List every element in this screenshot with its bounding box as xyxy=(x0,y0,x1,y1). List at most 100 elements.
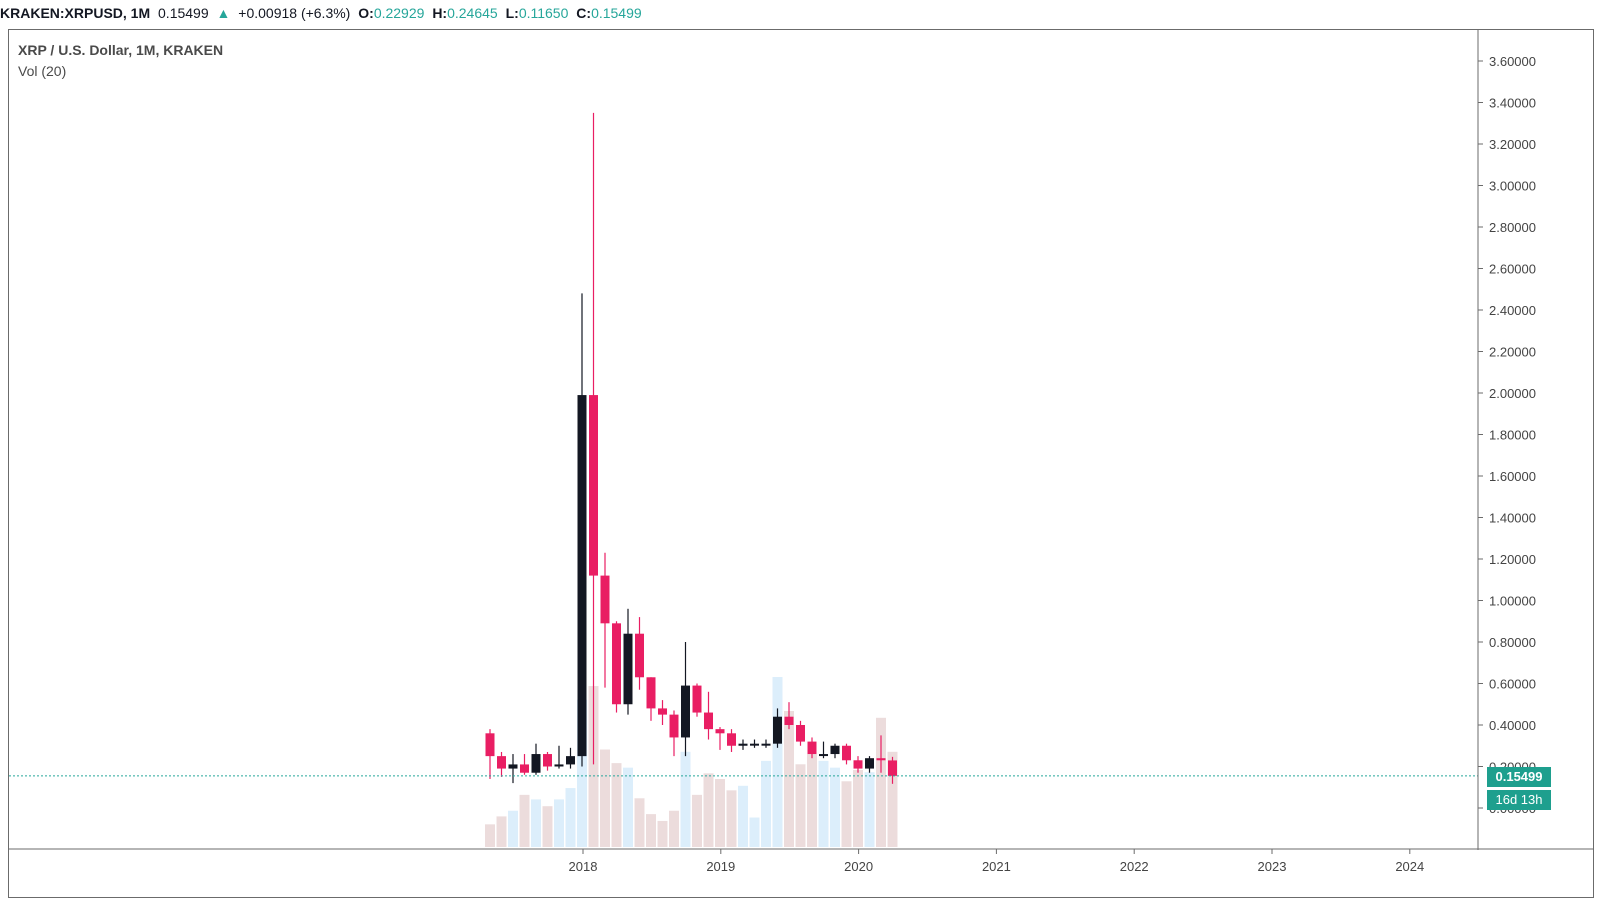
candle-body xyxy=(554,764,564,767)
x-tick-label: 2024 xyxy=(1395,859,1424,874)
candle-body xyxy=(715,729,725,734)
candle-body xyxy=(761,743,771,746)
volume-bar xyxy=(519,794,530,847)
chart-frame[interactable] xyxy=(8,29,1594,898)
x-tick-label: 2018 xyxy=(569,859,598,874)
candle-body xyxy=(853,760,863,769)
up-triangle-icon: ▲ xyxy=(216,5,231,21)
y-tick-label: 2.20000 xyxy=(1489,345,1536,360)
y-tick-label: 1.40000 xyxy=(1489,511,1536,526)
volume-bar xyxy=(588,686,599,847)
candle-body xyxy=(646,677,656,709)
volume-bar xyxy=(692,794,702,847)
candle-body xyxy=(796,725,805,742)
candle-body xyxy=(727,733,736,746)
price-change: +0.00918 (+6.3%) xyxy=(238,5,351,21)
high-label: H: xyxy=(432,5,448,21)
volume-bar xyxy=(807,754,817,847)
volume-bar xyxy=(623,767,633,847)
candle-body xyxy=(773,716,782,744)
candle-body xyxy=(566,756,575,765)
candle-body xyxy=(520,764,529,773)
low-value: 0.11650 xyxy=(518,5,569,21)
y-tick-label: 3.60000 xyxy=(1489,54,1536,69)
x-tick-label: 2021 xyxy=(982,859,1011,874)
volume-bar xyxy=(646,814,656,847)
candle-body xyxy=(692,685,702,713)
volume-bar xyxy=(565,788,576,847)
symbol-name[interactable]: KRAKEN:XRPUSD, 1M xyxy=(0,5,151,21)
volume-bar xyxy=(795,764,806,847)
volume-bar xyxy=(830,767,840,847)
y-tick-label: 2.40000 xyxy=(1489,303,1536,318)
y-tick-label: 3.40000 xyxy=(1489,96,1536,111)
volume-bar xyxy=(496,816,507,847)
volume-bar xyxy=(554,799,564,847)
volume-bar xyxy=(761,760,771,847)
symbol-header: KRAKEN:XRPUSD, 1M 0.15499 ▲ +0.00918 (+6… xyxy=(0,0,1600,26)
volume-bar xyxy=(876,717,886,847)
candles xyxy=(485,112,897,784)
volume-bar xyxy=(784,711,794,847)
candle-body xyxy=(876,758,886,761)
x-tick-label: 2019 xyxy=(706,859,735,874)
volume-bar xyxy=(657,820,668,847)
x-tick-label: 2020 xyxy=(844,859,873,874)
close-label: C: xyxy=(576,5,592,21)
candle-body xyxy=(497,756,506,769)
y-tick-label: 1.00000 xyxy=(1489,594,1536,609)
y-tick-label: 0.40000 xyxy=(1489,718,1536,733)
bar-countdown-tag: 16d 13h xyxy=(1487,790,1551,810)
volume-bar xyxy=(726,790,737,847)
y-tick-label: 2.80000 xyxy=(1489,220,1536,235)
volume-legend[interactable]: Vol (20) xyxy=(18,63,67,79)
y-tick-label: 2.00000 xyxy=(1489,386,1536,401)
last-price-tag: 0.15499 xyxy=(1487,767,1551,787)
volume-bar xyxy=(887,751,898,847)
candle-body xyxy=(508,764,518,769)
candle-body xyxy=(784,716,794,725)
volume-bar xyxy=(531,799,541,847)
candle-body xyxy=(658,708,667,715)
volume-bar xyxy=(669,810,679,847)
candle-body xyxy=(738,743,748,746)
volume-bar xyxy=(680,751,691,847)
volume-bar xyxy=(738,785,748,847)
candle-body xyxy=(830,745,840,755)
low-label: L: xyxy=(505,5,519,21)
candle-body xyxy=(589,395,598,576)
candle-body xyxy=(485,733,495,757)
volume-bar xyxy=(485,824,495,847)
candle-body xyxy=(888,760,897,776)
close-value: 0.15499 xyxy=(591,5,642,21)
y-tick-label: 1.20000 xyxy=(1489,552,1536,567)
y-tick-label: 2.60000 xyxy=(1489,262,1536,277)
volume-bar xyxy=(703,773,714,847)
volume-bar xyxy=(818,760,829,847)
volume-bar xyxy=(600,749,610,847)
y-tick-label: 1.80000 xyxy=(1489,428,1536,443)
chart-legend-title[interactable]: XRP / U.S. Dollar, 1M, KRAKEN xyxy=(18,42,224,58)
candle-body xyxy=(842,745,851,761)
volume-bar xyxy=(508,810,518,847)
candle-body xyxy=(531,754,541,773)
volume-bar xyxy=(611,763,622,847)
candle-body xyxy=(577,395,587,757)
volume-bar xyxy=(542,806,553,847)
candle-body xyxy=(543,754,552,767)
axes: 0.000000.200000.400000.600000.800001.000… xyxy=(9,30,1594,874)
y-tick-label: 1.60000 xyxy=(1489,469,1536,484)
volume-bar xyxy=(853,769,863,847)
y-tick-label: 0.80000 xyxy=(1489,635,1536,650)
candle-body xyxy=(635,633,644,678)
y-tick-label: 3.00000 xyxy=(1489,179,1536,194)
candle-body xyxy=(865,758,874,769)
volume-bar xyxy=(772,677,783,847)
volume-bar xyxy=(715,779,725,847)
candle-body xyxy=(704,712,713,730)
candle-body xyxy=(600,575,610,624)
open-label: O: xyxy=(358,5,374,21)
candle-body xyxy=(750,743,759,746)
volume-bar xyxy=(634,798,645,847)
